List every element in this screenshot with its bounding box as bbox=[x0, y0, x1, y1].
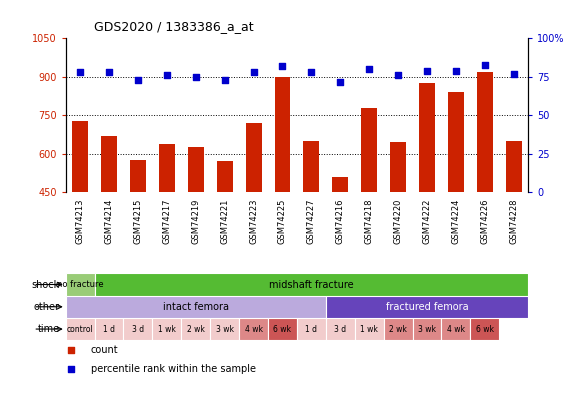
Bar bbox=[361, 108, 377, 192]
Point bbox=[336, 78, 345, 85]
Bar bbox=[419, 83, 435, 192]
Point bbox=[162, 72, 171, 79]
Point bbox=[191, 74, 200, 80]
Bar bbox=[152, 318, 182, 340]
Point bbox=[220, 77, 229, 83]
Bar bbox=[66, 318, 95, 340]
Bar bbox=[72, 121, 88, 192]
Text: intact femora: intact femora bbox=[163, 302, 229, 312]
Bar bbox=[332, 177, 348, 192]
Text: GSM74228: GSM74228 bbox=[509, 199, 518, 244]
Text: 3 wk: 3 wk bbox=[216, 324, 234, 334]
Text: time: time bbox=[38, 324, 60, 334]
Text: GSM74213: GSM74213 bbox=[75, 199, 85, 244]
Text: GSM74220: GSM74220 bbox=[393, 199, 403, 244]
Bar bbox=[130, 160, 146, 192]
Bar bbox=[188, 147, 204, 192]
Text: GSM74223: GSM74223 bbox=[249, 199, 258, 244]
Bar bbox=[66, 273, 95, 296]
Point bbox=[104, 69, 114, 76]
Text: GSM74225: GSM74225 bbox=[278, 199, 287, 244]
Point bbox=[249, 69, 258, 76]
Text: no fracture: no fracture bbox=[57, 280, 103, 289]
Point bbox=[393, 72, 403, 79]
Text: 3 d: 3 d bbox=[334, 324, 347, 334]
Bar bbox=[413, 318, 441, 340]
Text: GSM74226: GSM74226 bbox=[480, 199, 489, 244]
Bar bbox=[182, 318, 210, 340]
Point bbox=[451, 68, 460, 74]
Bar bbox=[448, 92, 464, 192]
Bar bbox=[297, 318, 326, 340]
Point bbox=[307, 69, 316, 76]
Text: GSM74219: GSM74219 bbox=[191, 199, 200, 244]
Bar bbox=[239, 318, 268, 340]
Bar bbox=[441, 318, 471, 340]
Bar bbox=[326, 296, 528, 318]
Text: 6 wk: 6 wk bbox=[274, 324, 291, 334]
Bar bbox=[210, 318, 239, 340]
Text: 4 wk: 4 wk bbox=[244, 324, 263, 334]
Text: GSM74222: GSM74222 bbox=[423, 199, 432, 244]
Text: percentile rank within the sample: percentile rank within the sample bbox=[91, 364, 256, 374]
Bar bbox=[275, 77, 291, 192]
Bar bbox=[477, 72, 493, 192]
Text: 6 wk: 6 wk bbox=[476, 324, 494, 334]
Bar bbox=[471, 318, 499, 340]
Text: midshaft fracture: midshaft fracture bbox=[269, 279, 353, 290]
Bar bbox=[159, 144, 175, 192]
Text: control: control bbox=[67, 324, 94, 334]
Text: 4 wk: 4 wk bbox=[447, 324, 465, 334]
Bar bbox=[384, 318, 413, 340]
Text: 3 d: 3 d bbox=[132, 324, 144, 334]
Point bbox=[365, 66, 374, 72]
Point bbox=[509, 70, 518, 77]
Bar bbox=[123, 318, 152, 340]
Bar bbox=[303, 141, 319, 192]
Point bbox=[75, 69, 85, 76]
Text: GSM74221: GSM74221 bbox=[220, 199, 229, 244]
Text: 2 wk: 2 wk bbox=[389, 324, 407, 334]
Bar bbox=[268, 318, 297, 340]
Point bbox=[480, 62, 489, 68]
Bar bbox=[66, 296, 326, 318]
Point bbox=[423, 68, 432, 74]
Bar bbox=[506, 141, 522, 192]
Bar bbox=[95, 318, 123, 340]
Bar bbox=[390, 143, 406, 192]
Text: fractured femora: fractured femora bbox=[385, 302, 468, 312]
Text: GSM74224: GSM74224 bbox=[452, 199, 460, 244]
Text: shock: shock bbox=[32, 279, 60, 290]
Point bbox=[250, 94, 259, 100]
Text: count: count bbox=[91, 345, 118, 355]
Point bbox=[250, 269, 259, 275]
Text: GSM74214: GSM74214 bbox=[104, 199, 114, 244]
Text: GSM74215: GSM74215 bbox=[134, 199, 142, 244]
Text: GSM74218: GSM74218 bbox=[365, 199, 373, 244]
Text: GSM74227: GSM74227 bbox=[307, 199, 316, 244]
Text: 1 wk: 1 wk bbox=[158, 324, 176, 334]
Text: 1 wk: 1 wk bbox=[360, 324, 378, 334]
Text: 1 d: 1 d bbox=[305, 324, 317, 334]
Text: GSM74216: GSM74216 bbox=[336, 199, 345, 244]
Text: 2 wk: 2 wk bbox=[187, 324, 204, 334]
Text: GSM74217: GSM74217 bbox=[162, 199, 171, 244]
Bar bbox=[101, 136, 117, 192]
Text: GDS2020 / 1383386_a_at: GDS2020 / 1383386_a_at bbox=[94, 20, 254, 33]
Point bbox=[134, 77, 143, 83]
Text: 1 d: 1 d bbox=[103, 324, 115, 334]
Bar bbox=[326, 318, 355, 340]
Bar bbox=[246, 123, 262, 192]
Text: 3 wk: 3 wk bbox=[418, 324, 436, 334]
Bar bbox=[355, 318, 384, 340]
Text: other: other bbox=[34, 302, 60, 312]
Bar bbox=[217, 161, 232, 192]
Point bbox=[278, 63, 287, 69]
